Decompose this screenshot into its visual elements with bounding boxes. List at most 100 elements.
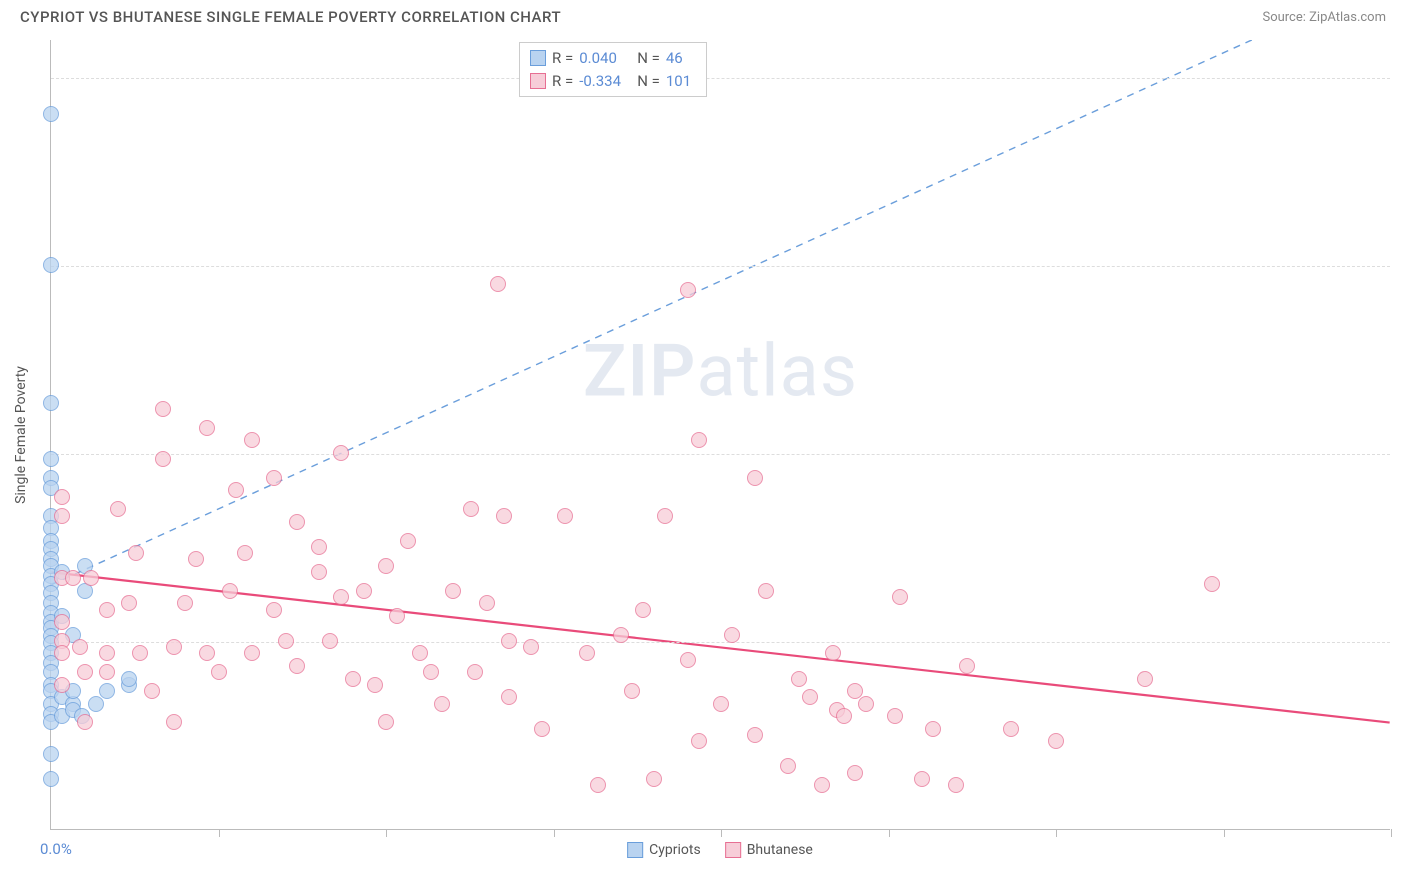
stats-n-label: N =: [637, 47, 660, 70]
stats-swatch: [530, 50, 546, 66]
x-axis-min-label: 0.0%: [40, 840, 72, 858]
scatter-point: [534, 721, 550, 737]
scatter-point: [266, 470, 282, 486]
scatter-point: [99, 602, 115, 618]
x-tick: [554, 829, 555, 837]
stats-row: R = -0.334N = 101: [530, 70, 696, 93]
scatter-point: [847, 765, 863, 781]
scatter-point: [646, 771, 662, 787]
scatter-point: [1137, 671, 1153, 687]
scatter-point: [88, 696, 104, 712]
scatter-point: [445, 583, 461, 599]
scatter-point: [244, 432, 260, 448]
scatter-point: [289, 514, 305, 530]
scatter-point: [266, 602, 282, 618]
scatter-point: [333, 589, 349, 605]
scatter-point: [322, 633, 338, 649]
scatter-point: [128, 545, 144, 561]
gridline-h: [51, 266, 1390, 267]
legend-swatch: [627, 842, 643, 858]
chart-container: Single Female Poverty ZIPatlas 15.0%30.0…: [50, 40, 1390, 830]
x-tick: [1391, 829, 1392, 837]
stats-row: R = 0.040N = 46: [530, 47, 696, 70]
scatter-point: [389, 608, 405, 624]
scatter-point: [54, 677, 70, 693]
watermark-rest: atlas: [696, 329, 858, 414]
legend-bottom: CypriotsBhutanese: [627, 842, 813, 858]
scatter-point: [713, 696, 729, 712]
chart-title: CYPRIOT VS BHUTANESE SINGLE FEMALE POVER…: [20, 8, 561, 26]
scatter-point: [887, 708, 903, 724]
legend-swatch: [725, 842, 741, 858]
scatter-point: [892, 589, 908, 605]
scatter-point: [479, 595, 495, 611]
stats-swatch: [530, 73, 546, 89]
legend-item: Cypriots: [627, 842, 701, 858]
scatter-point: [412, 645, 428, 661]
scatter-point: [858, 696, 874, 712]
stats-r-label: R =: [552, 47, 573, 70]
scatter-point: [691, 733, 707, 749]
scatter-point: [914, 771, 930, 787]
gridline-h: [51, 78, 1390, 79]
gridline-h: [51, 454, 1390, 455]
scatter-point: [54, 614, 70, 630]
chart-source: Source: ZipAtlas.com: [1262, 10, 1386, 25]
scatter-point: [501, 689, 517, 705]
scatter-point: [43, 771, 59, 787]
legend-label: Cypriots: [649, 842, 701, 858]
scatter-point: [345, 671, 361, 687]
x-tick: [1056, 829, 1057, 837]
scatter-point: [177, 595, 193, 611]
scatter-point: [65, 570, 81, 586]
scatter-point: [496, 508, 512, 524]
scatter-point: [228, 482, 244, 498]
y-tick-label: 30.0%: [1395, 445, 1406, 463]
scatter-point: [434, 696, 450, 712]
scatter-point: [367, 677, 383, 693]
x-tick: [219, 829, 220, 837]
scatter-point: [155, 401, 171, 417]
scatter-point: [237, 545, 253, 561]
scatter-point: [99, 645, 115, 661]
scatter-point: [624, 683, 640, 699]
scatter-point: [724, 627, 740, 643]
scatter-point: [747, 727, 763, 743]
x-tick: [386, 829, 387, 837]
scatter-point: [400, 533, 416, 549]
scatter-point: [54, 489, 70, 505]
scatter-point: [579, 645, 595, 661]
scatter-point: [1204, 576, 1220, 592]
x-tick: [1224, 829, 1225, 837]
scatter-point: [43, 257, 59, 273]
scatter-point: [590, 777, 606, 793]
scatter-point: [333, 445, 349, 461]
scatter-point: [959, 658, 975, 674]
x-tick: [721, 829, 722, 837]
scatter-point: [657, 508, 673, 524]
plot-area: Single Female Poverty ZIPatlas 15.0%30.0…: [50, 40, 1390, 830]
scatter-point: [501, 633, 517, 649]
scatter-point: [467, 664, 483, 680]
scatter-point: [948, 777, 964, 793]
scatter-point: [77, 714, 93, 730]
scatter-point: [199, 420, 215, 436]
scatter-point: [925, 721, 941, 737]
scatter-point: [378, 714, 394, 730]
y-tick-label: 60.0%: [1395, 69, 1406, 87]
scatter-point: [211, 664, 227, 680]
scatter-point: [802, 689, 818, 705]
scatter-point: [166, 639, 182, 655]
scatter-point: [188, 551, 204, 567]
stats-n-value: 101: [666, 70, 696, 93]
scatter-point: [758, 583, 774, 599]
y-axis-label: Single Female Poverty: [13, 366, 29, 504]
scatter-point: [356, 583, 372, 599]
scatter-point: [54, 645, 70, 661]
scatter-point: [1003, 721, 1019, 737]
scatter-point: [680, 652, 696, 668]
scatter-point: [43, 451, 59, 467]
scatter-point: [83, 570, 99, 586]
scatter-point: [43, 395, 59, 411]
scatter-point: [814, 777, 830, 793]
